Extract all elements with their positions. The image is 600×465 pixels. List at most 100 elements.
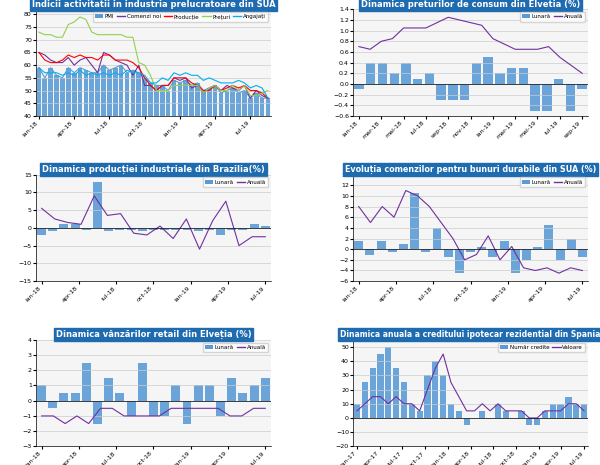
Bar xyxy=(484,57,493,84)
Bar xyxy=(93,401,102,424)
Bar xyxy=(388,249,397,252)
Bar xyxy=(432,361,439,418)
Bar xyxy=(567,239,575,249)
Bar xyxy=(59,393,68,401)
Bar xyxy=(472,63,481,84)
Bar xyxy=(542,84,551,111)
Bar xyxy=(218,93,223,218)
Bar xyxy=(172,80,176,218)
Bar xyxy=(115,393,124,401)
Bar xyxy=(49,401,57,408)
Bar xyxy=(261,378,270,401)
Bar xyxy=(377,241,386,249)
Bar xyxy=(166,91,170,218)
Bar xyxy=(207,88,212,218)
Bar xyxy=(416,411,423,418)
Bar xyxy=(518,411,524,418)
Bar xyxy=(227,378,236,401)
Bar xyxy=(354,241,363,249)
Bar xyxy=(440,375,446,418)
Bar xyxy=(519,68,528,84)
Bar xyxy=(410,193,419,249)
Bar xyxy=(107,70,112,218)
Bar xyxy=(49,68,53,218)
Bar xyxy=(433,228,442,249)
Bar xyxy=(66,68,71,218)
Bar xyxy=(389,73,399,84)
Bar xyxy=(113,68,118,218)
Bar xyxy=(399,244,408,249)
Bar xyxy=(127,401,136,416)
Bar xyxy=(138,228,147,232)
Bar xyxy=(213,86,217,218)
Bar xyxy=(466,249,475,252)
Bar xyxy=(236,93,241,218)
Bar xyxy=(503,411,509,418)
Bar xyxy=(89,73,94,218)
Bar xyxy=(172,228,180,230)
Bar xyxy=(495,404,501,418)
Bar xyxy=(77,68,82,218)
Bar xyxy=(160,401,169,416)
Bar xyxy=(354,404,360,418)
Bar xyxy=(479,411,485,418)
Bar xyxy=(242,91,247,218)
Legend: Lunară, Anuală: Lunară, Anuală xyxy=(203,177,268,187)
Bar xyxy=(507,68,517,84)
Bar xyxy=(127,228,136,230)
Bar xyxy=(216,401,225,416)
Bar xyxy=(82,228,91,230)
Legend: Lunară, Anuală: Lunară, Anuală xyxy=(520,177,585,187)
Bar xyxy=(71,393,80,401)
Bar xyxy=(95,73,100,218)
Bar xyxy=(401,382,407,418)
Bar xyxy=(495,73,505,84)
Title: Dinamica producției industriale din Brazilia(%): Dinamica producției industriale din Braz… xyxy=(42,165,265,174)
Bar xyxy=(436,84,446,100)
Bar xyxy=(148,83,153,218)
Bar xyxy=(370,368,376,418)
Bar xyxy=(54,75,59,218)
Bar xyxy=(194,385,203,401)
Bar xyxy=(194,228,203,232)
Bar xyxy=(578,249,587,257)
Bar xyxy=(37,228,46,235)
Bar xyxy=(82,363,91,401)
Bar xyxy=(205,228,214,230)
Bar xyxy=(550,404,556,418)
Legend: Lunară, Anuală: Lunară, Anuală xyxy=(203,343,268,352)
Bar xyxy=(201,91,206,218)
Bar xyxy=(526,418,532,425)
Bar xyxy=(160,228,169,230)
Bar xyxy=(37,385,46,401)
Bar xyxy=(138,363,147,401)
Bar xyxy=(557,404,564,418)
Title: Dinamica anuala a creditului ipotecar rezidential din Spania: Dinamica anuala a creditului ipotecar re… xyxy=(340,330,600,339)
Bar xyxy=(577,84,587,89)
Bar xyxy=(254,93,259,218)
Bar xyxy=(424,375,431,418)
Bar xyxy=(182,401,191,424)
Bar xyxy=(238,393,247,401)
Bar xyxy=(131,70,135,218)
Bar xyxy=(37,68,41,218)
Bar xyxy=(142,78,147,218)
Bar xyxy=(250,385,259,401)
Bar xyxy=(365,249,374,254)
Bar xyxy=(354,84,364,89)
Legend: Lunară, Anuală: Lunară, Anuală xyxy=(520,12,585,21)
Bar xyxy=(83,70,88,218)
Bar xyxy=(581,404,587,418)
Bar xyxy=(566,84,575,111)
Bar xyxy=(125,73,130,218)
Bar xyxy=(377,354,383,418)
Legend: Număr credite, Valoare: Număr credite, Valoare xyxy=(497,343,585,352)
Bar xyxy=(227,228,236,230)
Bar xyxy=(460,84,469,100)
Bar xyxy=(172,385,180,401)
Bar xyxy=(49,228,57,232)
Title: Dinamica preturilor de consum din Elvetia (%): Dinamica preturilor de consum din Elveti… xyxy=(361,0,580,8)
Bar xyxy=(455,411,462,418)
Bar xyxy=(448,404,454,418)
Bar xyxy=(101,65,106,218)
